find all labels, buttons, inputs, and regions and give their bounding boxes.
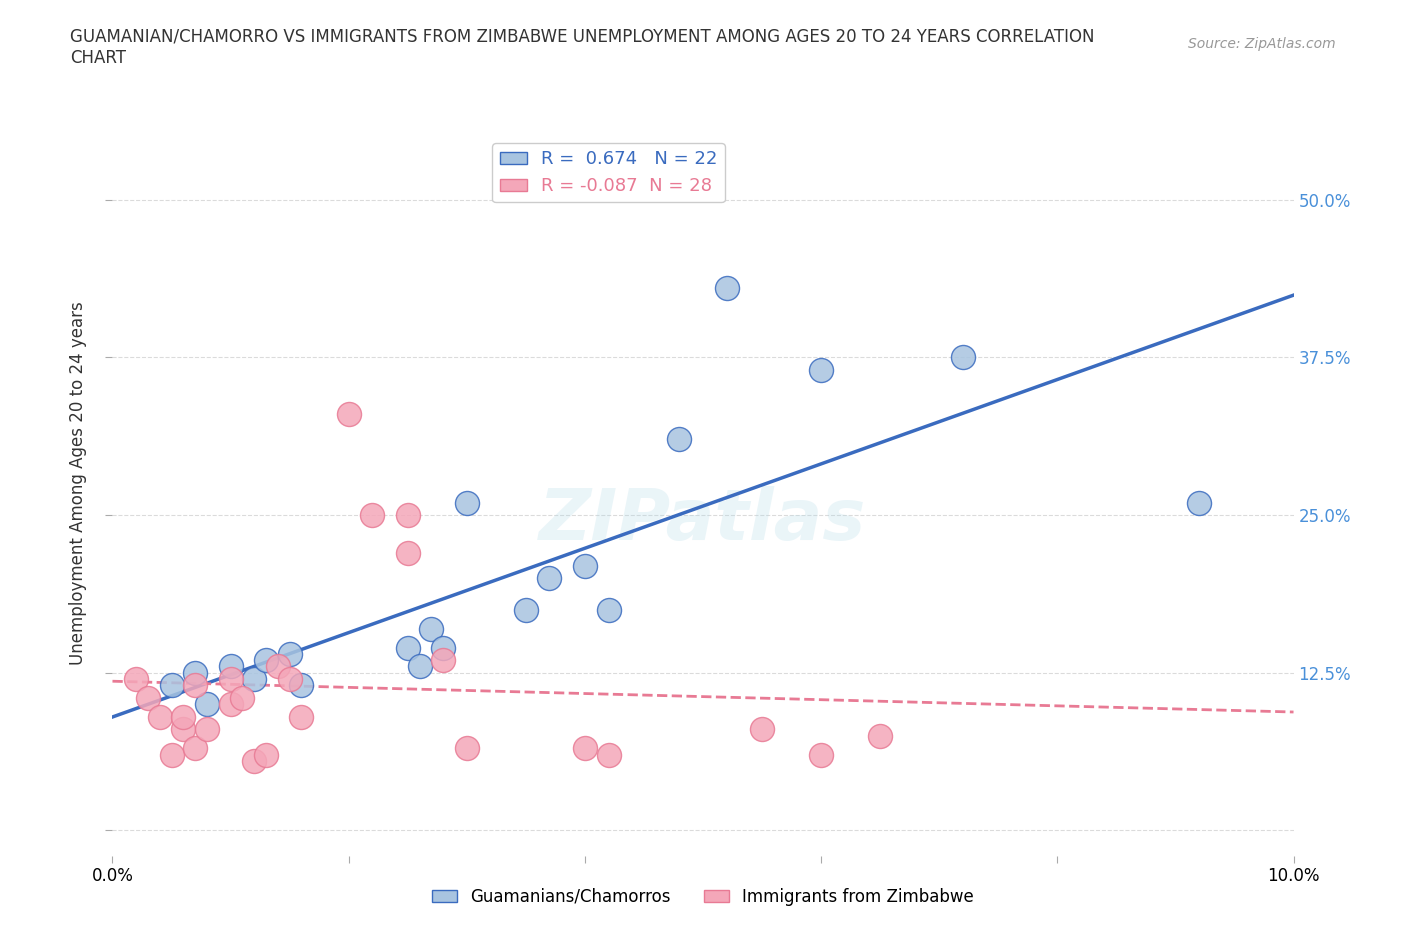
Point [751,722,773,737]
Point [231,691,253,706]
Point [172,710,194,724]
Point [254,653,277,668]
Point [538,571,561,586]
Point [184,678,207,693]
Point [160,748,183,763]
Text: GUAMANIAN/CHAMORRO VS IMMIGRANTS FROM ZIMBABWE UNEMPLOYMENT AMONG AGES 20 TO 24 : GUAMANIAN/CHAMORRO VS IMMIGRANTS FROM ZI… [70,28,1095,67]
Point [361,508,384,523]
Point [456,741,478,756]
Point [810,363,832,378]
Point [278,671,301,686]
Point [598,748,620,763]
Point [432,653,454,668]
Point [219,697,242,711]
Point [598,603,620,618]
Point [810,748,832,763]
Point [1188,495,1211,510]
Text: Source: ZipAtlas.com: Source: ZipAtlas.com [1188,37,1336,51]
Point [160,678,183,693]
Point [396,508,419,523]
Point [716,281,738,296]
Point [136,691,159,706]
Point [337,406,360,421]
Point [396,546,419,561]
Point [278,646,301,661]
Point [952,350,974,365]
Point [290,678,312,693]
Point [668,432,690,447]
Point [254,748,277,763]
Point [125,671,148,686]
Point [195,697,218,711]
Point [456,495,478,510]
Point [290,710,312,724]
Point [219,659,242,674]
Point [408,659,430,674]
Point [515,603,537,618]
Point [172,722,194,737]
Point [219,671,242,686]
Point [432,640,454,655]
Point [267,659,290,674]
Point [184,665,207,680]
Point [184,741,207,756]
Y-axis label: Unemployment Among Ages 20 to 24 years: Unemployment Among Ages 20 to 24 years [69,301,87,666]
Point [195,722,218,737]
Point [574,558,596,573]
Point [869,728,891,743]
Text: ZIPatlas: ZIPatlas [540,486,866,555]
Legend: Guamanians/Chamorros, Immigrants from Zimbabwe: Guamanians/Chamorros, Immigrants from Zi… [425,881,981,912]
Point [243,753,266,768]
Point [396,640,419,655]
Point [574,741,596,756]
Point [420,621,443,636]
Legend: R =  0.674   N = 22, R = -0.087  N = 28: R = 0.674 N = 22, R = -0.087 N = 28 [492,143,724,203]
Point [243,671,266,686]
Point [149,710,172,724]
